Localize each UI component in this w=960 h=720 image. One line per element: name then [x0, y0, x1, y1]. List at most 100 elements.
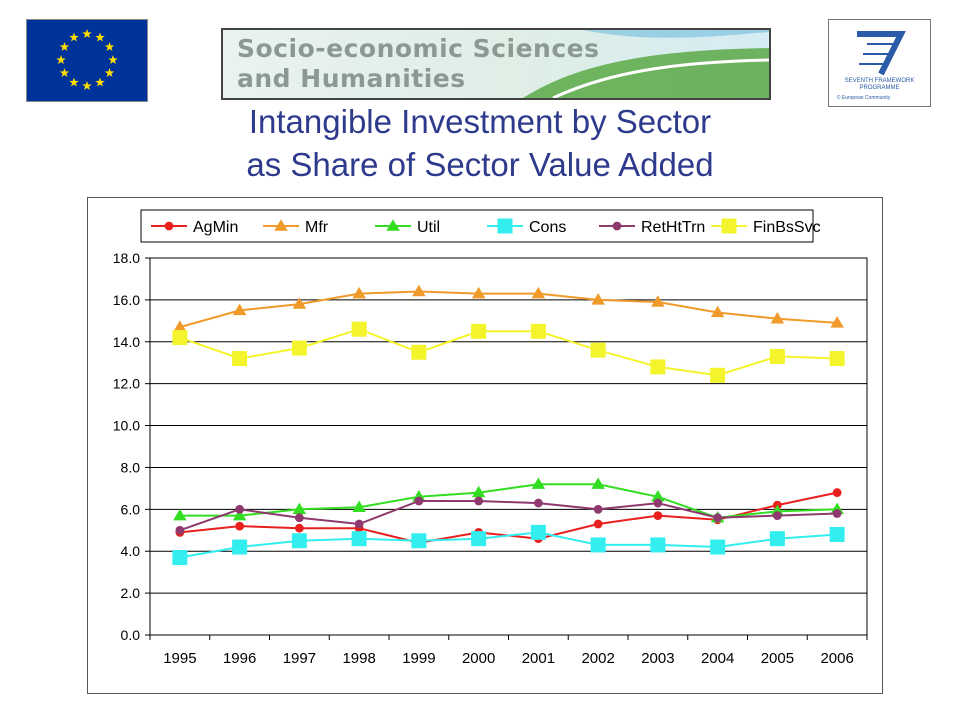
- series-util: [173, 477, 844, 523]
- data-point: [235, 521, 245, 531]
- legend-label: AgMin: [193, 219, 238, 236]
- data-point: [531, 286, 546, 299]
- eu-star-icon: [104, 42, 115, 52]
- legend-box: [140, 209, 814, 243]
- plot-area-border: [149, 257, 868, 636]
- x-tick-label: 2003: [641, 650, 674, 667]
- data-point: [294, 513, 304, 523]
- data-point: [531, 477, 546, 489]
- data-point: [172, 550, 188, 566]
- series-line: [179, 500, 838, 532]
- eu-star-icon: [69, 32, 79, 42]
- series-line: [179, 483, 838, 519]
- x-tick-label: 2000: [462, 650, 495, 667]
- y-tick-label: 8.0: [121, 459, 141, 475]
- data-point: [530, 524, 546, 540]
- legend: AgMin Mfr Util Cons RetHtTrn FinBsSvc: [140, 209, 821, 243]
- eu-star-icon: [108, 55, 118, 65]
- chart-frame: [87, 197, 883, 694]
- data-point: [769, 348, 785, 364]
- data-point: [653, 498, 663, 508]
- data-point: [352, 500, 366, 512]
- data-point: [354, 519, 364, 529]
- data-point: [651, 490, 665, 502]
- y-tick-label: 16.0: [113, 292, 140, 308]
- data-point: [593, 504, 603, 514]
- data-point: [292, 502, 307, 515]
- legend-marker: [721, 218, 737, 234]
- legend-marker: [274, 219, 288, 231]
- data-point: [172, 330, 188, 346]
- data-point: [710, 367, 726, 383]
- data-point: [292, 297, 307, 309]
- x-tick-label: 1997: [283, 650, 316, 667]
- legend-marker: [612, 221, 622, 231]
- data-point: [829, 351, 845, 367]
- data-point: [414, 496, 424, 506]
- data-point: [530, 323, 546, 339]
- fp7-text-line2: PROGRAMME: [859, 85, 900, 91]
- data-point: [653, 511, 663, 521]
- x-tick-label: 2001: [522, 650, 555, 667]
- data-point: [411, 533, 427, 549]
- eu-flag-logo: [26, 19, 148, 102]
- page-title-line-2: as Share of Sector Value Added: [246, 146, 714, 183]
- eu-star-icon: [95, 32, 105, 42]
- legend-label: Cons: [529, 219, 566, 236]
- x-tick-label: 1996: [223, 650, 256, 667]
- series-rethttrn: [175, 496, 842, 535]
- y-tick-label: 6.0: [121, 501, 141, 517]
- y-tick-label: 12.0: [113, 376, 140, 392]
- fp7-seven-icon: [857, 31, 906, 76]
- eu-star-icon: [59, 42, 70, 52]
- data-point: [832, 488, 842, 497]
- data-point: [650, 359, 666, 375]
- series-line: [179, 531, 838, 559]
- series-finbssvc: [172, 321, 845, 383]
- data-point: [232, 351, 248, 367]
- series-line: [179, 290, 838, 329]
- series-cons: [172, 524, 845, 566]
- data-point: [650, 537, 666, 553]
- eu-star-icon: [59, 68, 70, 78]
- data-point: [471, 323, 487, 339]
- data-point: [173, 508, 187, 521]
- x-tick-label: 2006: [820, 650, 853, 667]
- x-tick-label: 1995: [163, 650, 196, 667]
- legend-marker: [164, 221, 174, 231]
- data-point: [232, 539, 248, 555]
- legend-marker: [497, 218, 513, 234]
- eu-star-icon: [56, 55, 66, 65]
- y-tick-label: 18.0: [113, 250, 140, 266]
- eu-star-icon: [82, 29, 92, 39]
- y-tick-label: 4.0: [121, 543, 141, 559]
- y-tick-label: 14.0: [113, 334, 140, 350]
- x-tick-label: 2005: [761, 650, 794, 667]
- data-point: [411, 344, 427, 360]
- eu-star-icon: [104, 68, 115, 78]
- eu-stars-icon: [56, 29, 118, 91]
- banner-swoosh-icon: [523, 30, 769, 98]
- data-point: [590, 342, 606, 358]
- data-point: [474, 496, 484, 506]
- series-line: [179, 328, 838, 377]
- eu-star-icon: [82, 81, 92, 91]
- data-point: [412, 284, 426, 297]
- data-point: [471, 485, 486, 498]
- data-point: [351, 531, 367, 547]
- x-tick-label: 2002: [581, 650, 614, 667]
- legend-label: Util: [417, 219, 440, 236]
- data-point: [291, 340, 307, 356]
- x-tick-label: 1998: [342, 650, 375, 667]
- eu-star-icon: [69, 77, 79, 87]
- data-point: [593, 519, 603, 529]
- data-point: [232, 508, 247, 521]
- data-point: [351, 321, 367, 337]
- data-point: [713, 513, 723, 523]
- data-point: [590, 537, 606, 553]
- legend-label: FinBsSvc: [753, 219, 821, 236]
- y-tick-label: 2.0: [121, 585, 141, 601]
- y-tick-label: 0.0: [121, 627, 141, 643]
- data-point: [291, 533, 307, 549]
- fp7-logo: SEVENTH FRAMEWORK PROGRAMME © European C…: [828, 19, 931, 107]
